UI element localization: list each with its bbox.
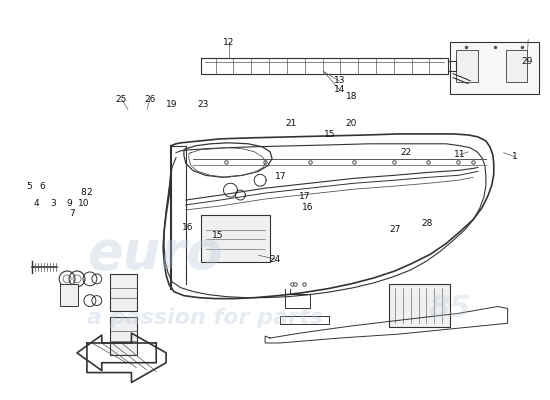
Text: 21: 21 bbox=[285, 118, 297, 128]
Text: 26: 26 bbox=[144, 95, 156, 104]
Text: 11: 11 bbox=[454, 150, 466, 159]
Text: 15: 15 bbox=[324, 130, 335, 140]
Text: 29: 29 bbox=[521, 57, 533, 66]
Text: 5: 5 bbox=[26, 182, 32, 191]
Text: 85: 85 bbox=[428, 294, 471, 323]
Text: 13: 13 bbox=[333, 76, 345, 85]
Text: 20: 20 bbox=[345, 118, 357, 128]
Text: 7: 7 bbox=[70, 209, 75, 218]
Text: 15: 15 bbox=[212, 231, 224, 240]
Text: 27: 27 bbox=[389, 225, 400, 234]
Text: 12: 12 bbox=[223, 38, 234, 47]
Text: 8: 8 bbox=[80, 188, 86, 197]
Text: 23: 23 bbox=[197, 100, 209, 109]
Text: 6: 6 bbox=[39, 182, 45, 191]
Text: 10: 10 bbox=[78, 200, 89, 208]
Bar bbox=[505, 50, 527, 82]
Bar bbox=[389, 284, 450, 327]
Text: 1: 1 bbox=[512, 152, 518, 161]
Text: 25: 25 bbox=[116, 95, 127, 104]
Text: 4: 4 bbox=[34, 200, 40, 208]
Bar bbox=[456, 50, 478, 82]
Bar bbox=[450, 42, 540, 94]
Text: 3: 3 bbox=[50, 200, 56, 208]
Text: 2: 2 bbox=[86, 188, 92, 197]
Text: 17: 17 bbox=[274, 172, 286, 181]
Text: 24: 24 bbox=[270, 255, 280, 264]
Text: 28: 28 bbox=[422, 219, 433, 228]
Text: 18: 18 bbox=[345, 92, 357, 101]
Text: euro: euro bbox=[87, 228, 222, 280]
Text: 16: 16 bbox=[302, 203, 314, 212]
Text: 14: 14 bbox=[333, 85, 345, 94]
Bar bbox=[201, 215, 270, 262]
Bar bbox=[109, 274, 138, 312]
Bar bbox=[109, 317, 138, 355]
Text: 9: 9 bbox=[67, 200, 72, 208]
Text: 16: 16 bbox=[182, 223, 194, 232]
Text: a passion for parts: a passion for parts bbox=[87, 308, 323, 328]
Text: 19: 19 bbox=[166, 100, 177, 109]
Text: 22: 22 bbox=[400, 148, 411, 157]
Bar bbox=[60, 284, 78, 306]
Text: 17: 17 bbox=[299, 192, 311, 200]
